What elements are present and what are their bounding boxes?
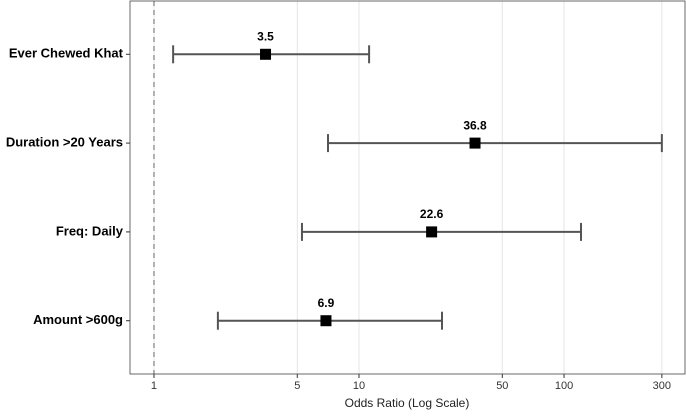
y-tick-label: Amount >600g: [33, 312, 123, 327]
data-label: 3.5: [257, 29, 274, 43]
x-tick-label: 10: [353, 380, 365, 392]
y-tick-label: Freq: Daily: [56, 223, 124, 238]
x-tick-label: 300: [653, 380, 671, 392]
y-tick-label: Duration >20 Years: [6, 135, 123, 150]
x-tick-label: 1: [151, 380, 157, 392]
point: [426, 226, 438, 238]
point: [320, 315, 332, 327]
x-axis-title: Odds Ratio (Log Scale): [345, 396, 470, 410]
y-tick-label: Ever Chewed Khat: [9, 46, 124, 61]
plot-border: [129, 0, 686, 375]
point: [469, 137, 481, 149]
data-label: 22.6: [420, 207, 444, 221]
point: [260, 48, 272, 60]
x-tick-label: 100: [555, 380, 573, 392]
x-tick-label: 5: [294, 380, 300, 392]
data-label: 6.9: [318, 296, 335, 310]
x-tick-label: 50: [496, 380, 508, 392]
data-label: 36.8: [463, 118, 487, 132]
